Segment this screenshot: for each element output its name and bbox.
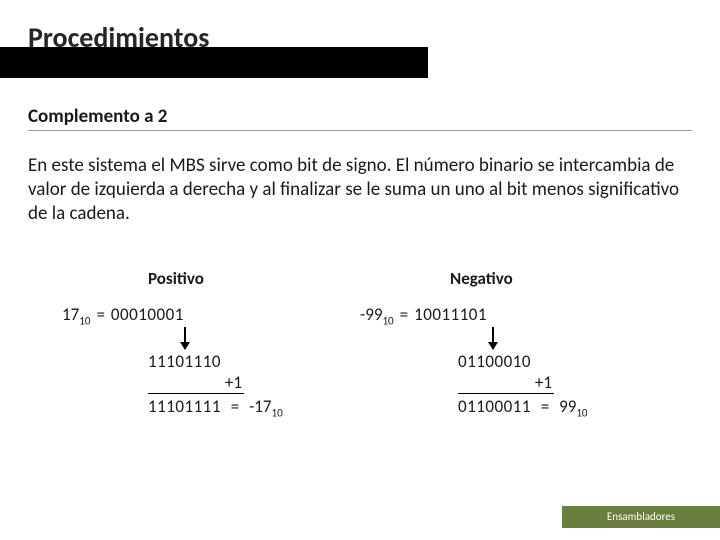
example-negative: -9910 = 10011101 01100010 +1 01100011 = …	[360, 304, 660, 420]
result-decimal-number: -17	[249, 396, 271, 417]
binary-original: 00010001	[111, 304, 184, 325]
result-decimal: 9910	[559, 396, 587, 417]
equals-sign: =	[231, 396, 239, 417]
arrow-down-icon	[184, 327, 186, 349]
binary-result: 01100011	[458, 396, 531, 417]
plus-one-row: +1	[458, 372, 554, 394]
binary-original: 10011101	[414, 304, 487, 325]
result-decimal-subscript: 10	[272, 406, 283, 420]
column-header-positive: Positivo	[148, 268, 204, 289]
decimal-subscript: 10	[382, 313, 393, 327]
result-decimal-subscript: 10	[576, 406, 587, 420]
column-header-negative: Negativo	[450, 268, 513, 289]
decimal-value: -9910	[360, 304, 394, 327]
equals-sign: =	[400, 304, 408, 325]
arrow-down-icon	[492, 327, 494, 349]
result-row: 11101111 = -1710	[148, 396, 352, 419]
slide-title: Procedimientos	[28, 20, 209, 55]
decimal-number: -99	[360, 304, 382, 325]
decimal-subscript: 10	[79, 313, 90, 327]
binary-inverted: 11101110	[148, 351, 352, 372]
section-subtitle: Complemento a 2	[28, 105, 167, 128]
decimal-value: 1710	[62, 304, 90, 327]
example-positive: 1710 = 00010001 11101110 +1 11101111 = -…	[62, 304, 352, 420]
decimal-number: 17	[62, 304, 79, 325]
equals-sign: =	[541, 396, 549, 417]
example-row-decimal: 1710 = 00010001	[62, 304, 352, 327]
plus-one-row: +1	[148, 372, 244, 394]
binary-inverted: 01100010	[458, 351, 660, 372]
subtitle-underline	[28, 130, 692, 131]
result-row: 01100011 = 9910	[458, 396, 660, 419]
body-paragraph: En este sistema el MBS sirve como bit de…	[28, 154, 692, 225]
title-region: Procedimientos	[0, 0, 720, 78]
equals-sign: =	[96, 304, 104, 325]
result-decimal-number: 99	[559, 396, 576, 417]
result-decimal: -1710	[249, 396, 283, 417]
footer-badge: Ensambladores	[562, 506, 720, 528]
example-row-decimal: -9910 = 10011101	[360, 304, 660, 327]
binary-result: 11101111	[148, 396, 221, 417]
